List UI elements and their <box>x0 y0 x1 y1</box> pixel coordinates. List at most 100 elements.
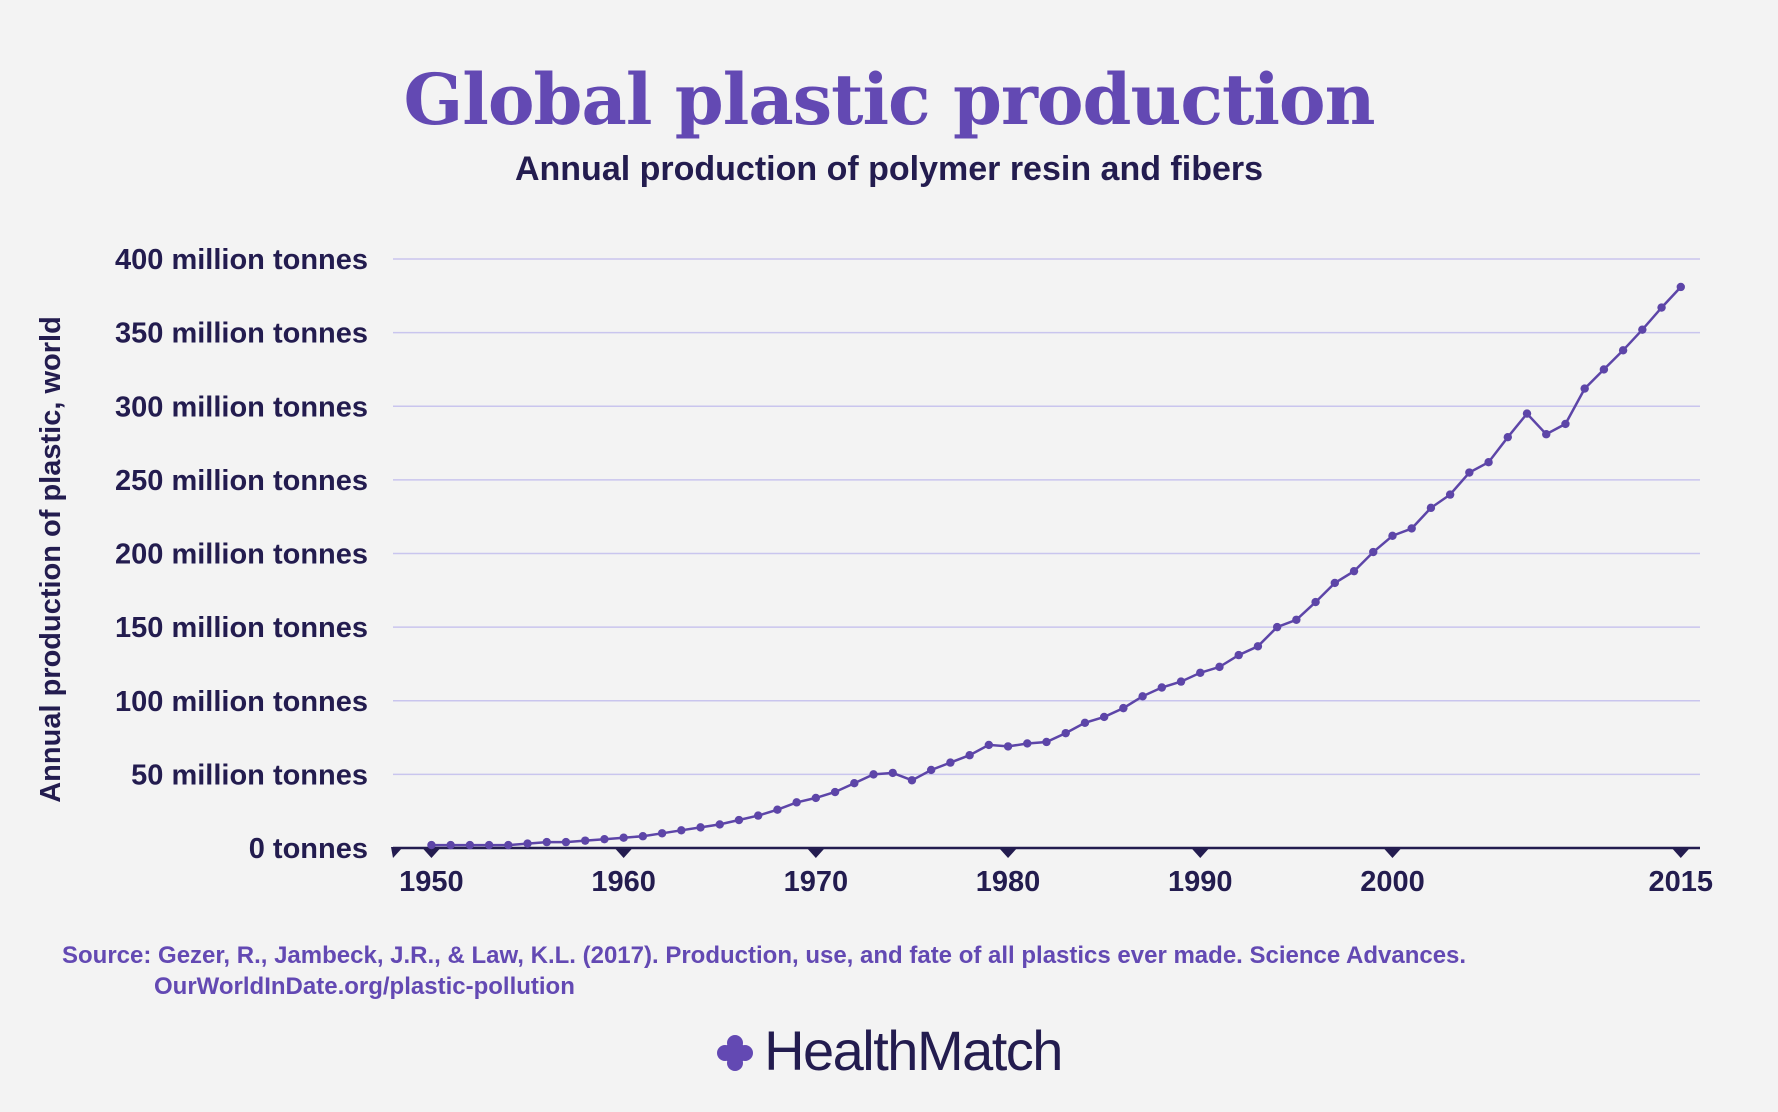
data-point <box>1119 703 1128 713</box>
data-point <box>1349 566 1359 576</box>
source-url: OurWorldInDate.org/plastic-pollution <box>154 973 575 1000</box>
data-point <box>1042 737 1051 747</box>
data-point <box>965 751 974 760</box>
chart-subtitle: Annual production of polymer resin and f… <box>514 150 1264 188</box>
y-tick-label: 150 million tonnes <box>115 612 368 644</box>
data-point <box>1311 597 1320 607</box>
data-point <box>446 840 455 850</box>
data-point <box>773 805 782 814</box>
data-point <box>523 839 532 848</box>
y-tick-label: 300 million tonnes <box>115 391 368 423</box>
data-point <box>1522 409 1532 418</box>
source-note: Source: Gezer, R., Jambeck, J.R., & Law,… <box>62 940 1662 1002</box>
data-point <box>1157 683 1167 692</box>
data-point <box>811 793 821 803</box>
x-axis-start-marker <box>391 847 403 858</box>
x-tick-mark <box>999 848 1018 858</box>
data-point <box>1503 432 1512 442</box>
brand-logo: HealthMatch <box>0 1018 1778 1083</box>
healthmatch-logo-icon <box>717 1034 754 1071</box>
series-line <box>431 286 1682 847</box>
data-point <box>1003 742 1013 751</box>
data-point <box>907 776 917 785</box>
data-point <box>1542 430 1551 439</box>
gridlines <box>393 258 1700 776</box>
data-point <box>696 823 705 832</box>
data-point <box>1407 524 1416 533</box>
data-point <box>1023 739 1032 748</box>
data-point <box>753 811 763 820</box>
data-point <box>657 829 667 838</box>
data-point <box>1080 718 1090 728</box>
chart-title: Global plastic production <box>403 58 1375 141</box>
y-axis-title: Annual production of plastic, world <box>35 316 67 803</box>
brand-name: HealthMatch <box>764 1019 1063 1082</box>
x-tick-label: 1960 <box>591 866 656 898</box>
data-point <box>1330 578 1340 588</box>
data-point <box>1176 677 1186 686</box>
x-tick-mark <box>1191 848 1210 858</box>
data-point <box>850 779 859 788</box>
data-point <box>1676 282 1685 292</box>
data-point <box>600 834 609 844</box>
y-tick-label: 400 million tonnes <box>115 244 368 276</box>
y-tick-label: 350 million tonnes <box>115 318 368 350</box>
data-point <box>1426 503 1436 513</box>
data-point <box>984 740 994 750</box>
data-point <box>427 840 436 850</box>
data-point <box>1638 325 1647 334</box>
x-tick-mark <box>614 848 633 858</box>
data-point <box>1292 615 1301 624</box>
data-point <box>1580 384 1589 393</box>
data-point <box>1196 668 1205 677</box>
data-point <box>1138 692 1147 701</box>
x-tick-mark <box>1671 848 1690 858</box>
data-point <box>1253 642 1263 651</box>
data-point <box>465 840 475 850</box>
data-point <box>1465 468 1474 477</box>
data-point <box>504 840 513 850</box>
data-point <box>1369 547 1378 557</box>
data-point <box>946 758 955 767</box>
data-point <box>869 770 878 779</box>
data-point <box>1484 458 1493 467</box>
data-point <box>561 837 571 847</box>
data-point <box>734 815 744 825</box>
x-tick-label: 2015 <box>1649 866 1714 898</box>
data-point <box>1215 662 1224 672</box>
data-point <box>926 765 936 775</box>
x-axis-ticks: 1950 1960 1970 1980 1990 2000 2015 <box>391 847 1713 898</box>
x-tick-mark <box>422 848 441 858</box>
y-tick-label: 0 tonnes <box>249 833 368 865</box>
data-point <box>1445 490 1455 499</box>
y-tick-label: 100 million tonnes <box>115 686 368 718</box>
y-tick-label: 200 million tonnes <box>115 539 368 571</box>
data-point <box>1599 365 1609 374</box>
x-tick-label: 1970 <box>784 866 849 898</box>
data-point <box>715 820 724 829</box>
data-point <box>1234 650 1243 660</box>
data-point <box>1618 346 1628 355</box>
x-tick-label: 1950 <box>399 866 464 898</box>
x-tick-mark <box>1383 848 1402 858</box>
data-point <box>581 836 590 845</box>
data-point <box>484 840 494 850</box>
x-tick-label: 2000 <box>1360 866 1425 898</box>
data-point <box>619 833 628 842</box>
y-axis-ticks: 0 tonnes 50 million tonnes 100 million ton… <box>115 244 368 865</box>
data-point <box>1272 622 1282 632</box>
data-point <box>1099 712 1109 722</box>
data-point <box>1657 303 1666 312</box>
data-point <box>638 832 648 841</box>
y-tick-label: 250 million tonnes <box>115 465 368 497</box>
data-point <box>830 787 840 797</box>
data-points <box>427 282 1685 850</box>
data-point <box>888 768 897 778</box>
source-citation: Source: Gezer, R., Jambeck, J.R., & Law,… <box>62 942 1467 969</box>
x-tick-label: 1980 <box>976 866 1041 898</box>
y-tick-label: 50 million tonnes <box>131 759 368 791</box>
line-chart: 0 tonnes 50 million tonnes 100 million ton… <box>35 244 1713 898</box>
x-tick-mark <box>806 848 825 858</box>
data-point <box>677 826 686 835</box>
data-point <box>1061 728 1070 738</box>
